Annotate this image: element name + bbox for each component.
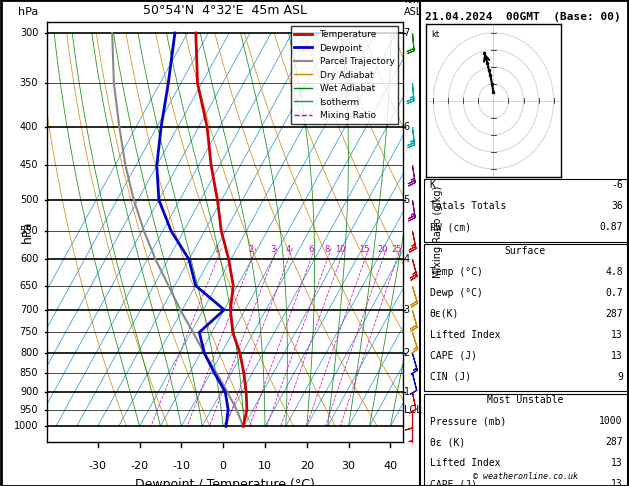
Text: θε(K): θε(K) [430,309,459,319]
Bar [423,179,627,242]
Text: 3: 3 [270,245,276,254]
Text: CIN (J): CIN (J) [430,372,471,382]
Text: 650: 650 [19,280,38,291]
Text: 7: 7 [404,28,410,38]
Text: 13: 13 [611,479,623,486]
Legend: Temperature, Dewpoint, Parcel Trajectory, Dry Adiabat, Wet Adiabat, Isotherm, Mi: Temperature, Dewpoint, Parcel Trajectory… [291,26,398,124]
Text: PW (cm): PW (cm) [430,223,471,232]
Bar [423,244,627,391]
Text: 36: 36 [611,202,623,211]
Text: © weatheronline.co.uk: © weatheronline.co.uk [473,472,577,481]
Text: hPa: hPa [18,7,38,17]
Text: Lifted Index: Lifted Index [430,458,500,468]
Text: 40: 40 [383,461,398,471]
Text: 287: 287 [605,309,623,319]
Text: 10: 10 [335,245,345,254]
Text: 5: 5 [404,195,410,205]
Text: 15: 15 [360,245,370,254]
Text: 20: 20 [299,461,314,471]
Text: 13: 13 [611,458,623,468]
Text: 350: 350 [19,78,38,88]
Text: -30: -30 [89,461,107,471]
Text: 21.04.2024  00GMT  (Base: 00): 21.04.2024 00GMT (Base: 00) [425,12,621,22]
Text: Totals Totals: Totals Totals [430,202,506,211]
Text: 1000: 1000 [599,416,623,426]
Text: -6: -6 [611,180,623,191]
Text: 700: 700 [19,305,38,315]
Text: 0: 0 [220,461,226,471]
Text: 4: 4 [404,254,409,264]
Text: 850: 850 [19,368,38,378]
Text: 3: 3 [404,305,409,315]
Text: 600: 600 [20,254,38,264]
Text: 20: 20 [377,245,388,254]
Text: kt: kt [431,31,440,39]
Text: 6: 6 [308,245,313,254]
Text: 25: 25 [391,245,402,254]
Text: 287: 287 [605,437,623,447]
Text: θε (K): θε (K) [430,437,465,447]
Text: 1000: 1000 [14,421,38,431]
Text: 750: 750 [19,328,38,337]
Text: 550: 550 [19,226,38,236]
Text: Temp (°C): Temp (°C) [430,267,482,277]
Text: 4.8: 4.8 [605,267,623,277]
Text: 6: 6 [404,122,409,132]
Text: km
ASL: km ASL [404,0,422,17]
Text: 900: 900 [20,387,38,397]
Text: CAPE (J): CAPE (J) [430,351,477,361]
Text: 0.7: 0.7 [605,288,623,298]
Text: 0.87: 0.87 [599,223,623,232]
Text: 300: 300 [20,28,38,38]
Text: 13: 13 [611,351,623,361]
Text: Surface: Surface [504,246,546,256]
Text: hPa: hPa [21,221,34,243]
Text: Dewp (°C): Dewp (°C) [430,288,482,298]
Text: 2: 2 [249,245,254,254]
Text: 800: 800 [20,348,38,358]
Text: 10: 10 [258,461,272,471]
Text: 4: 4 [286,245,291,254]
Text: 2: 2 [404,348,410,358]
Text: 50°54'N  4°32'E  45m ASL: 50°54'N 4°32'E 45m ASL [143,4,307,17]
Text: 450: 450 [19,160,38,171]
Bar [423,394,627,486]
Text: Dewpoint / Temperature (°C): Dewpoint / Temperature (°C) [135,478,314,486]
Text: 8: 8 [325,245,330,254]
Text: -10: -10 [172,461,191,471]
Text: 950: 950 [19,404,38,415]
Text: 400: 400 [20,122,38,132]
Text: K: K [430,180,436,191]
Text: Mixing Ratio (g/kg): Mixing Ratio (g/kg) [433,186,443,278]
Text: Pressure (mb): Pressure (mb) [430,416,506,426]
Text: LCL: LCL [404,404,421,415]
Text: 1: 1 [404,387,409,397]
Text: 9: 9 [617,372,623,382]
Text: 13: 13 [611,330,623,340]
Text: 500: 500 [19,195,38,205]
Text: -20: -20 [130,461,148,471]
Text: Most Unstable: Most Unstable [487,395,564,405]
Text: 30: 30 [342,461,355,471]
Text: CAPE (J): CAPE (J) [430,479,477,486]
Text: Lifted Index: Lifted Index [430,330,500,340]
Text: 1: 1 [214,245,220,254]
